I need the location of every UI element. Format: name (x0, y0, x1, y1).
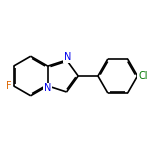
Text: N: N (44, 83, 52, 93)
Text: Cl: Cl (138, 71, 148, 81)
Text: F: F (6, 81, 12, 91)
Text: N: N (64, 52, 71, 62)
